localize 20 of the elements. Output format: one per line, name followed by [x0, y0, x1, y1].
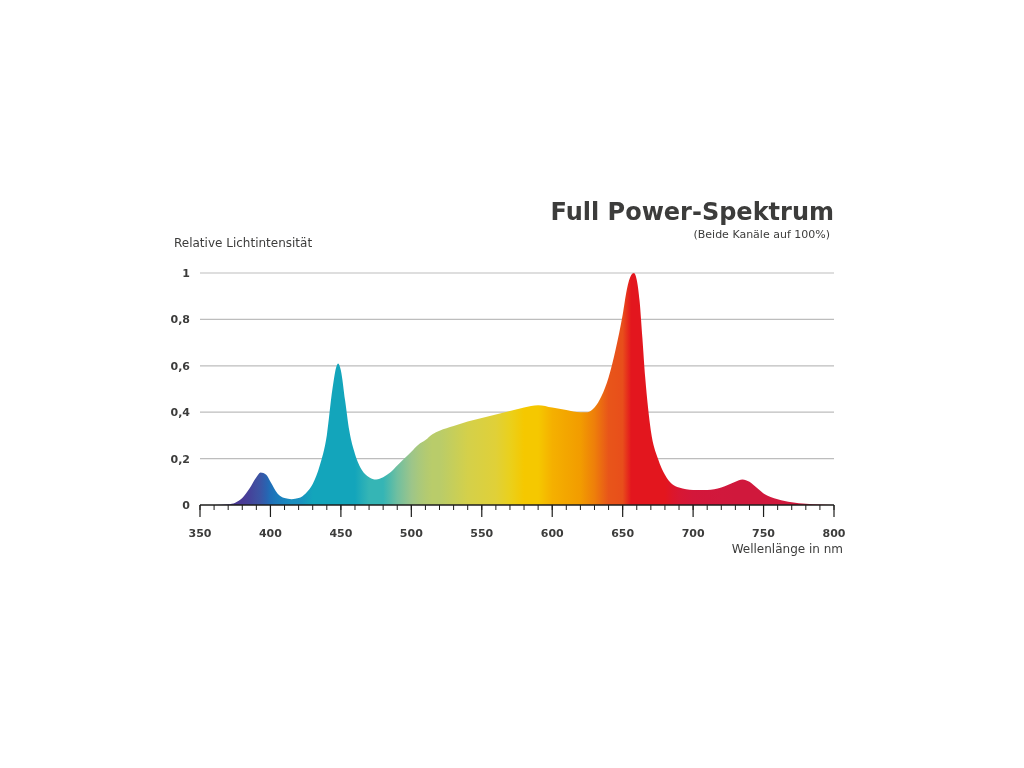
y-tick-label: 0,6: [170, 359, 191, 373]
y-tick-label: 0: [182, 499, 191, 512]
y-axis-title: Relative Lichtintensität: [174, 236, 313, 250]
x-tick-label: 700: [681, 527, 705, 540]
x-tick-label: 650: [611, 527, 635, 540]
x-tick-label: 500: [399, 527, 424, 540]
x-axis-title: Wellenlänge in nm: [731, 542, 843, 556]
chart-subtitle: (Beide Kanäle auf 100%): [693, 228, 830, 241]
x-tick-label: 550: [470, 527, 494, 540]
x-tick-label: 400: [258, 527, 283, 540]
y-tick-label: 0,8: [170, 313, 190, 327]
x-tick-label: 750: [752, 527, 776, 540]
y-tick-label: 0,4: [170, 406, 191, 420]
x-tick-label: 450: [329, 527, 353, 540]
chart-title: Full Power-Spektrum: [550, 198, 834, 226]
x-tick-label: 800: [822, 527, 846, 540]
x-tick-label: 350: [188, 527, 212, 540]
y-tick-label: 1: [182, 267, 190, 280]
y-tick-label: 0,2: [170, 452, 190, 466]
x-tick-label: 600: [540, 527, 565, 540]
